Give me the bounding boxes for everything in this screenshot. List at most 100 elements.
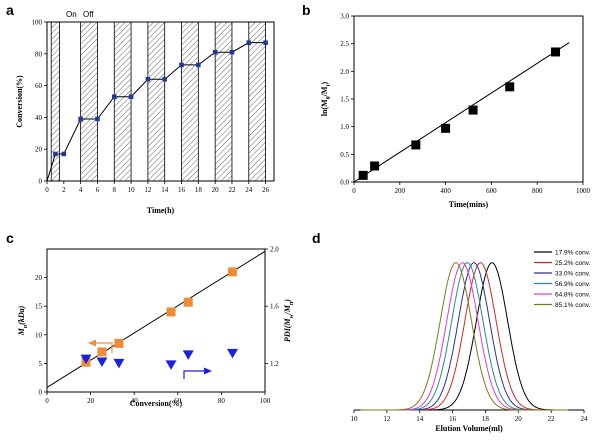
data-point [196,62,201,68]
x-tick-label: 14 [161,186,169,194]
x-axis-title: Time(mins) [449,200,489,209]
data-point [212,49,218,55]
x-tick-label: 60 [174,397,182,405]
x-tick-label: 400 [440,187,451,195]
y-axis-title: Mn(kDa) [17,305,29,336]
data-point [441,123,451,133]
data-point [263,40,268,45]
data-point [411,140,421,150]
x-tick-label: 24 [245,186,253,194]
on-interval-band [80,21,98,182]
x-axis-title: Elution Volume(ml) [435,424,503,433]
y-axis-title-part: /M [320,86,329,97]
data-point [370,161,380,171]
x-tick-label: 0 [45,186,49,194]
right-axis-arrow-head [204,367,212,375]
pdi-data-point [182,350,194,360]
x-tick-label: 800 [532,187,543,195]
panel-a-chart: 0 2 4 6 8 10 12 14 16 18 20 22 24 26020406080100Time(… [15,10,275,215]
y-tick-label: 80 [35,50,43,58]
x-tick-label: 16 [178,186,186,194]
fit-line [353,42,570,183]
mn-data-point [228,267,238,277]
data-point [145,76,151,82]
x-tick-label: 80 [218,397,226,405]
x-tick-label: 1000 [576,187,591,195]
x-tick-label: 40 [131,397,139,405]
x-tick-label: 22 [228,186,236,194]
right-axis-arrow [183,370,204,379]
x-tick-label: 100 [260,397,271,405]
legend-label: 64.8% conv. [555,292,590,299]
plot-frame [46,21,275,182]
panel-letter-b: b [302,2,311,18]
x-tick-label: 10 [351,415,359,423]
data-point [179,62,184,68]
y-tick-label: 1.5 [340,96,349,104]
left-axis-arrow [96,342,113,353]
y-axis-title-part: M [17,327,26,336]
y-right-axis-title-part: w [289,313,295,318]
y-axis-title-part: (kDa) [17,305,26,324]
y-axis-title: ln(M0/Mt) [320,82,332,117]
y-right-axis-title-part: n [289,301,295,305]
on-label: On [66,10,77,19]
gpc-trace [360,262,568,411]
y-right-tick-label: 2.0 [270,246,279,254]
pdi-data-point [227,348,239,359]
pdi-data-point [80,354,92,365]
data-point [358,170,368,180]
x-tick-label: 2 [62,186,66,194]
panel-d-chart: 10 12 14 16 18 20 22 24 Elution Volume(ml) 17.9% … [351,250,591,434]
x-axis-title: Conversion(%) [130,399,183,408]
data-point [61,151,67,157]
gpc-trace [360,262,568,411]
off-label: Off [83,10,94,19]
panel-c-chart: 0 20 40 60 80 100 0 5 10 15 20 1.2 1.6 2.0 Conversion(… [17,246,295,409]
panel-letter-a: a [6,2,14,18]
y-axis-title-part: 0 [326,96,332,99]
x-tick-label: 22 [548,415,556,423]
y-right-tick-label: 1.6 [270,303,279,311]
gpc-trace [360,262,568,411]
data-point [229,49,235,55]
x-tick-label: 16 [449,415,457,423]
y-tick-label: 2.5 [340,40,349,48]
plot-frame [353,15,584,183]
legend-label: 85.1% conv. [555,302,590,309]
y-right-tick-label: 1.2 [270,360,279,368]
on-interval-band [113,21,132,182]
y-right-axis-title-part: /M [283,304,292,315]
x-tick-label: 18 [195,186,203,194]
y-right-axis-title-part: ) [283,299,292,303]
y-right-axis-title: PDI(Mw/Mn) [283,299,295,342]
y-axis-title-part: ln(M [320,99,329,116]
legend-label: 17.9% conv. [555,250,590,257]
y-tick-label: 20 [35,274,43,282]
data-point [162,76,168,82]
pdi-data-point [96,357,108,367]
x-tick-label: 6 [96,186,100,194]
y-tick-label: 20 [35,146,43,154]
x-tick-label: 8 [113,186,117,194]
x-tick-label: 14 [416,415,424,423]
y-tick-label: 1.0 [340,123,349,131]
x-tick-label: 0 [352,187,356,195]
data-point [128,94,134,100]
y-tick-label: 0.5 [340,151,349,159]
y-tick-label: 5 [39,360,43,368]
on-interval-band [50,21,61,182]
x-axis-title: Time(h) [147,206,175,215]
y-tick-label: 3.0 [340,13,349,21]
on-interval-band [181,21,199,182]
data-point [468,105,478,115]
y-axis-title-part: ) [320,82,329,85]
data-point [551,47,561,57]
y-tick-label: 0 [39,178,43,186]
y-axis-title-part: n [23,324,29,328]
data-point [95,116,100,122]
x-tick-label: 20 [515,415,523,423]
x-tick-label: 12 [383,415,391,423]
data-point [505,82,515,92]
